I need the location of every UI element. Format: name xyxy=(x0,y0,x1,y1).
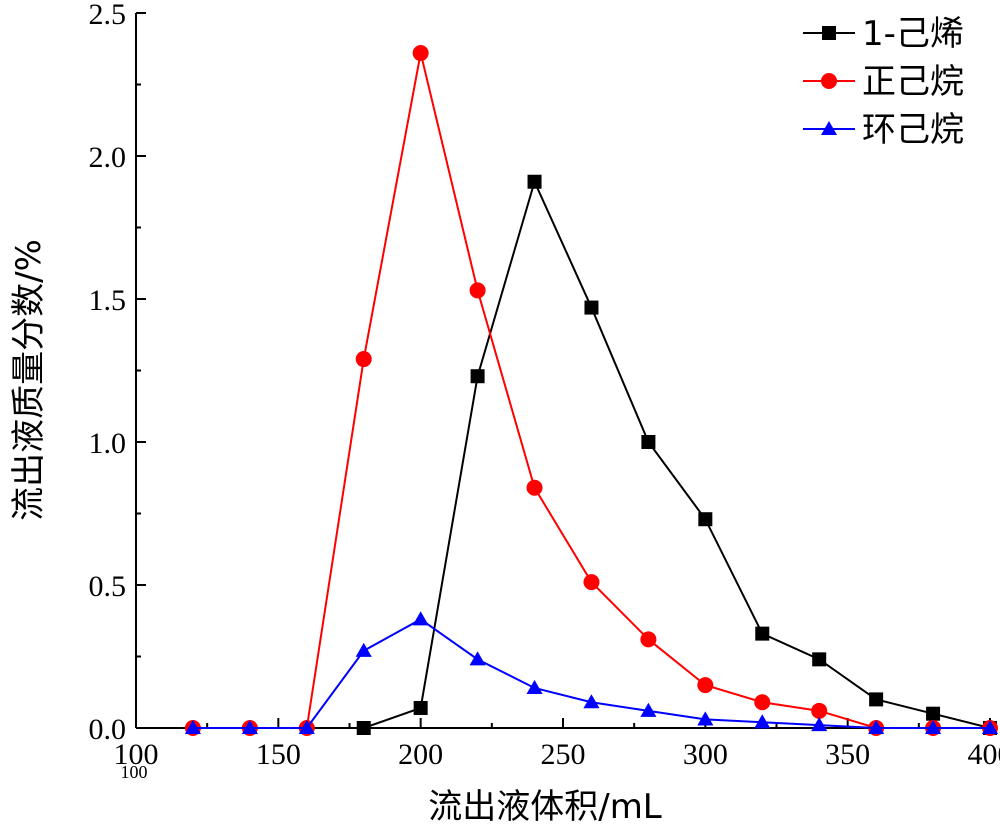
data-point xyxy=(526,479,543,496)
data-point xyxy=(925,719,942,735)
data-point xyxy=(355,351,372,368)
data-point xyxy=(868,719,885,735)
x-tick-label: 400 xyxy=(968,738,1000,771)
y-tick-label: 2.0 xyxy=(89,141,127,174)
data-point xyxy=(811,702,828,719)
data-point xyxy=(356,721,371,735)
data-point xyxy=(869,692,884,707)
legend-item: 环己烷 xyxy=(803,110,964,150)
data-point xyxy=(184,719,201,735)
data-point xyxy=(469,282,486,299)
data-point xyxy=(412,611,429,626)
x-tick-label: 250 xyxy=(541,738,586,771)
series-line xyxy=(192,52,990,729)
x-tick-label: 200 xyxy=(398,738,443,771)
x-tick-label: 150 xyxy=(256,738,301,771)
y-tick-label: 0.5 xyxy=(89,570,127,603)
data-point xyxy=(526,679,543,694)
data-point xyxy=(640,631,657,648)
series-layer xyxy=(184,45,999,736)
data-point xyxy=(413,700,428,715)
data-point xyxy=(527,174,542,189)
data-point xyxy=(584,300,599,315)
legend-marker xyxy=(820,120,838,136)
y-tick-label: 1.0 xyxy=(89,427,127,460)
legend-marker xyxy=(821,73,837,89)
data-point xyxy=(583,574,600,591)
x-tick-label: 100 xyxy=(114,738,159,771)
data-point xyxy=(640,702,657,717)
data-point xyxy=(469,651,486,666)
data-point xyxy=(698,512,713,527)
data-point xyxy=(811,717,828,732)
legend-label: 正己烷 xyxy=(862,62,964,102)
series-line xyxy=(363,178,991,729)
y-ticks: 0.0 0.5 1.0 1.5 2.0 2.5 xyxy=(89,0,146,746)
data-point xyxy=(697,711,714,726)
data-point xyxy=(981,719,999,735)
x-stray-tick-label: 100 xyxy=(121,762,148,782)
legend-marker xyxy=(822,26,836,40)
y-tick-label: 0.0 xyxy=(89,713,127,746)
series-line xyxy=(192,618,990,729)
data-point xyxy=(355,642,372,657)
data-point xyxy=(754,714,771,729)
data-point xyxy=(583,694,600,709)
legend-label: 环己烷 xyxy=(862,110,964,150)
data-point xyxy=(754,694,771,711)
data-point xyxy=(697,677,714,694)
y-tick-label: 1.5 xyxy=(89,284,127,317)
data-point xyxy=(755,626,770,641)
data-point xyxy=(641,435,656,449)
series-0 xyxy=(356,174,997,735)
series-2 xyxy=(184,611,999,735)
data-point xyxy=(926,706,941,721)
legend-label: 1-己烯 xyxy=(862,14,964,54)
legend-item: 正己烷 xyxy=(803,62,964,102)
data-point xyxy=(470,369,485,384)
data-point xyxy=(412,45,429,62)
y-tick-label: 2.5 xyxy=(89,0,127,31)
data-point xyxy=(812,652,827,667)
legend-item: 1-己烯 xyxy=(803,14,964,54)
data-point xyxy=(298,719,315,735)
x-axis-title: 流出液体积/mL xyxy=(428,787,662,827)
data-point xyxy=(241,719,258,735)
x-tick-label: 300 xyxy=(683,738,728,771)
y-axis-title: 流出液质量分数/% xyxy=(9,239,49,521)
x-tick-label: 350 xyxy=(825,738,870,771)
